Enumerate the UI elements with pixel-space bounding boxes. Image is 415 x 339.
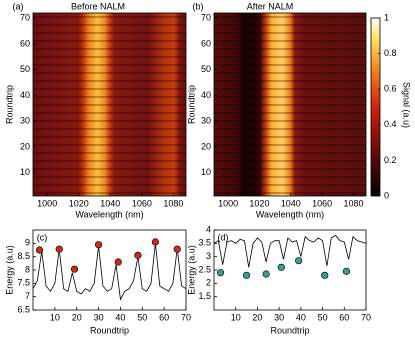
x-tick-label: 1080	[163, 198, 183, 208]
y-tick-label: 6.5	[17, 304, 30, 314]
panel-label: (d)	[218, 232, 229, 242]
panel-label: (c)	[37, 232, 48, 242]
energy-marker	[55, 245, 63, 253]
x-tick-label: 20	[252, 312, 262, 322]
y-tick-label: 30	[201, 116, 211, 126]
colorbar-tick-label: 1	[384, 12, 389, 22]
x-tick-label: 1060	[312, 198, 332, 208]
x-tick-label: 60	[339, 312, 349, 322]
x-tick-label: 1000	[37, 198, 57, 208]
y-tick-label: 2	[206, 278, 211, 288]
y-axis-label: Energy (a.u)	[4, 245, 14, 295]
x-tick-label: 50	[318, 312, 328, 322]
y-tick-label: 10	[20, 167, 30, 177]
x-tick-label: 60	[159, 312, 169, 322]
y-axis-label: Roundtrip	[186, 85, 196, 124]
y-tick-label: 20	[20, 141, 30, 151]
x-tick-label: 1040	[281, 198, 301, 208]
y-tick-label: 50	[20, 64, 30, 74]
plot-frame	[213, 12, 367, 197]
energy-marker	[216, 269, 225, 277]
y-tick-label: 60	[201, 38, 211, 48]
x-axis-label: Wavelength (nm)	[256, 209, 324, 219]
energy-marker	[94, 241, 103, 249]
colorbar	[370, 17, 381, 197]
y-tick-label: 1.5	[198, 291, 211, 301]
x-tick-label: 70	[181, 312, 191, 322]
y-tick-label: 3.5	[198, 238, 211, 248]
y-tick-label: 10	[201, 167, 211, 177]
energy-marker	[70, 265, 79, 273]
y-tick-label: 7	[25, 291, 30, 301]
y-tick-label: 7.5	[17, 278, 30, 288]
energy-marker	[173, 245, 181, 253]
x-tick-label: 1020	[249, 198, 269, 208]
y-tick-label: 8	[25, 264, 30, 274]
panel-label: (a)	[13, 1, 24, 11]
panel-label: (b)	[193, 1, 204, 11]
y-tick-label: 40	[20, 90, 30, 100]
x-tick-label: 10	[50, 312, 60, 322]
y-tick-label: 70	[201, 13, 211, 23]
energy-marker	[295, 257, 303, 265]
colorbar-tick-label: 0.4	[384, 119, 397, 129]
energy-marker	[114, 258, 122, 266]
x-tick-label: 70	[361, 312, 371, 322]
x-tick-label: 30	[274, 312, 284, 322]
x-tick-label: 1000	[218, 198, 238, 208]
y-tick-label: 3	[206, 251, 211, 261]
energy-marker	[342, 267, 351, 275]
energy-marker	[35, 246, 44, 254]
x-tick-label: 1020	[69, 198, 89, 208]
y-axis-label: Energy (a.u)	[186, 245, 196, 295]
panel-title: After NALM	[247, 1, 294, 11]
y-tick-label: 50	[201, 64, 211, 74]
colorbar-tick-label: 0	[384, 190, 389, 200]
x-tick-label: 1080	[343, 198, 363, 208]
x-tick-label: 10	[231, 312, 241, 322]
colorbar-tick-label: 0.6	[384, 84, 397, 94]
y-tick-label: 30	[20, 116, 30, 126]
x-tick-label: 30	[94, 312, 104, 322]
colorbar-tick-label: 0.8	[384, 48, 397, 58]
colorbar-label: Signal (a.u)	[402, 82, 412, 128]
x-axis-label: Wavelength (nm)	[75, 209, 143, 219]
y-axis-label: Roundtrip	[4, 85, 14, 124]
energy-marker	[277, 263, 285, 271]
x-axis-label: Roundtrip	[270, 325, 309, 335]
energy-marker	[321, 271, 329, 279]
energy-marker	[242, 271, 251, 279]
y-tick-label: 20	[201, 141, 211, 151]
energy-line	[32, 243, 187, 301]
x-tick-label: 40	[115, 312, 125, 322]
colorbar-tick-label: 0.2	[384, 155, 397, 165]
y-tick-label: 70	[20, 13, 30, 23]
x-tick-label: 50	[137, 312, 147, 322]
x-tick-label: 1040	[100, 198, 120, 208]
energy-line	[213, 234, 367, 268]
x-tick-label: 40	[296, 312, 306, 322]
x-tick-label: 1060	[132, 198, 152, 208]
y-tick-label: 4	[206, 224, 211, 234]
x-tick-label: 20	[72, 312, 82, 322]
plot-frame	[32, 12, 187, 197]
y-tick-label: 8.5	[17, 251, 30, 261]
energy-marker	[151, 238, 159, 246]
y-tick-label: 40	[201, 90, 211, 100]
y-tick-label: 9	[25, 238, 30, 248]
plot-frame	[32, 229, 187, 311]
panel-title: Before NALM	[71, 1, 125, 11]
energy-marker	[134, 251, 142, 259]
energy-marker	[262, 270, 270, 278]
x-axis-label: Roundtrip	[90, 325, 129, 335]
y-tick-label: 2.5	[198, 264, 211, 274]
heatmap-texture	[33, 13, 186, 196]
y-tick-label: 60	[20, 38, 30, 48]
heatmap-texture	[214, 13, 366, 196]
